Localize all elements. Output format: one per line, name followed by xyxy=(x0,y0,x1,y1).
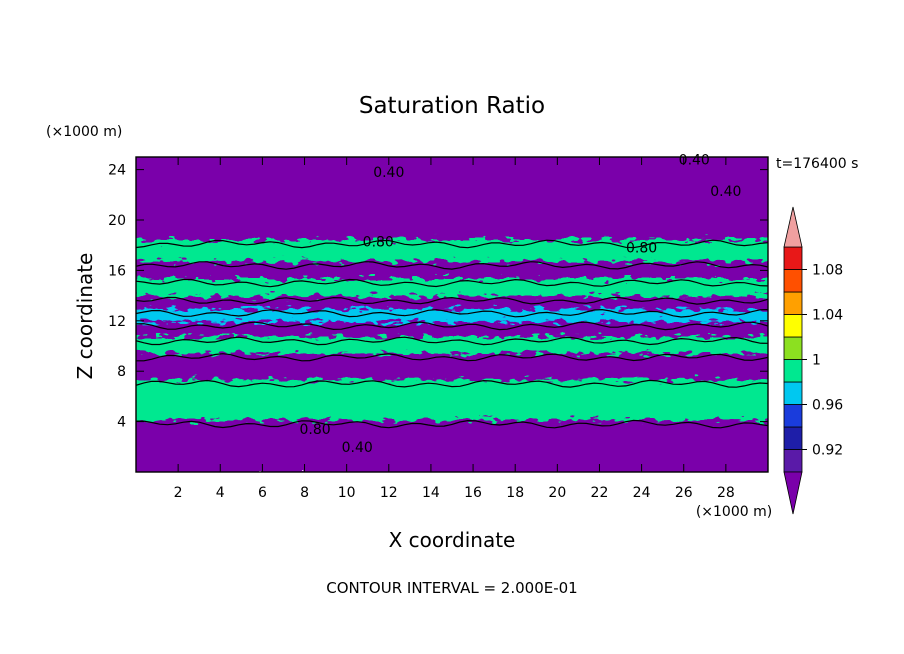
field-band xyxy=(136,420,768,472)
colorbar-swatch xyxy=(783,269,803,293)
contour-label: 0.80 xyxy=(363,234,394,250)
y-tick-label: 24 xyxy=(108,163,126,179)
contour-interval-note: CONTOUR INTERVAL = 2.000E-01 xyxy=(326,579,577,597)
y-tick-label: 16 xyxy=(108,263,126,279)
x-tick-label: 14 xyxy=(422,485,440,501)
x-tick-label: 24 xyxy=(633,485,651,501)
x-axis-label: X coordinate xyxy=(389,528,516,552)
x-tick-label: 28 xyxy=(717,485,735,501)
colorbar-swatch xyxy=(783,336,803,360)
contour-label: 0.80 xyxy=(299,422,330,438)
contour-line xyxy=(136,379,768,388)
contour-line xyxy=(136,296,768,305)
contour-label: 0.40 xyxy=(710,184,741,200)
contour-line xyxy=(136,239,768,249)
y-tick-label: 12 xyxy=(108,314,126,330)
x-axis: 2 4 6 8 10 12 14 16 18 20 22 24 26 28 xyxy=(174,157,735,501)
x-tick-label: 6 xyxy=(258,485,267,501)
contour-label: 0.40 xyxy=(373,165,404,181)
colorbar-swatch xyxy=(783,359,803,383)
colorbar-label: 1 xyxy=(812,353,821,369)
y-tick-label: 20 xyxy=(108,213,126,229)
x-tick-label: 26 xyxy=(675,485,693,501)
contour-line xyxy=(136,321,768,331)
contour-line xyxy=(136,336,768,346)
y-tick-label: 4 xyxy=(117,415,126,431)
colorbar: 1.08 1.04 1 0.96 0.92 xyxy=(783,206,843,515)
y-axis-label: Z coordinate xyxy=(73,253,97,380)
colorbar-swatch xyxy=(783,291,803,315)
x-tick-label: 16 xyxy=(464,485,482,501)
x-tick-label: 12 xyxy=(380,485,398,501)
contour-label: 0.40 xyxy=(342,440,373,456)
colorbar-swatch xyxy=(783,314,803,338)
contour-line xyxy=(136,278,768,288)
colorbar-swatch xyxy=(783,426,803,450)
x-tick-label: 4 xyxy=(216,485,225,501)
y-tick-label: 8 xyxy=(117,364,126,380)
colorbar-label: 0.96 xyxy=(812,398,843,414)
contour-line xyxy=(136,308,768,318)
contour-labels: 0.400.400.400.80 0.800.800.40 xyxy=(299,153,741,456)
colorbar-swatch xyxy=(783,404,803,428)
x-tick-label: 20 xyxy=(548,485,566,501)
x-tick-label: 10 xyxy=(338,485,356,501)
colorbar-over-arrow xyxy=(783,206,803,248)
y-unit-label: (×1000 m) xyxy=(46,124,122,140)
plot-field xyxy=(136,157,768,472)
colorbar-label: 0.92 xyxy=(812,443,843,459)
field-band xyxy=(136,157,768,248)
plot-frame xyxy=(135,156,769,473)
contour-label: 0.80 xyxy=(626,241,657,257)
contour-line xyxy=(136,353,768,362)
x-tick-label: 2 xyxy=(174,485,183,501)
x-unit-label: (×1000 m) xyxy=(696,504,772,520)
colorbar-label: 1.04 xyxy=(812,308,843,324)
colorbar-swatch xyxy=(783,449,803,473)
contour-line xyxy=(136,261,768,270)
y-axis: 4 8 12 16 20 24 xyxy=(108,163,768,431)
contour-line xyxy=(136,419,768,429)
x-tick-label: 22 xyxy=(591,485,609,501)
colorbar-swatch xyxy=(783,381,803,405)
x-tick-label: 8 xyxy=(300,485,309,501)
colorbar-swatch xyxy=(783,246,803,270)
colorbar-label: 1.08 xyxy=(812,263,843,279)
colorbar-under-arrow xyxy=(783,471,803,515)
chart-title: Saturation Ratio xyxy=(359,93,545,119)
x-tick-label: 18 xyxy=(506,485,524,501)
field-band xyxy=(136,379,768,429)
time-label: t=176400 s xyxy=(776,156,858,172)
